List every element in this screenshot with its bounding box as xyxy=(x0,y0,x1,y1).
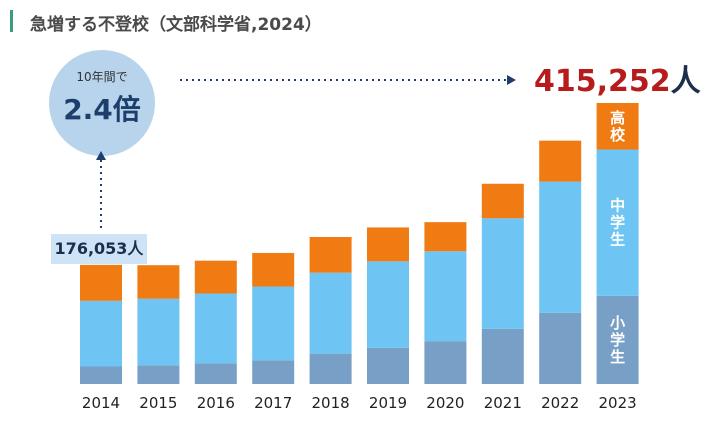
bar-elementary-2014 xyxy=(80,366,122,384)
bar-elementary-2022 xyxy=(539,312,582,384)
series-label-junior_high: 中学生 xyxy=(610,197,625,249)
bar-high_school-2014 xyxy=(80,264,122,301)
bar-high_school-2021 xyxy=(481,183,524,219)
bar-junior_high-2015 xyxy=(137,298,180,366)
bar-junior_high-2022 xyxy=(539,181,582,313)
x-tick-label: 2017 xyxy=(254,394,292,412)
end-total-label: 415,252人 xyxy=(534,56,701,100)
bar-elementary-2020 xyxy=(424,341,467,384)
bar-elementary-2019 xyxy=(367,347,409,384)
bar-elementary-2023 xyxy=(596,295,639,384)
x-tick-label: 2021 xyxy=(484,394,522,412)
x-tick-label: 2019 xyxy=(369,394,407,412)
bar-high_school-2022 xyxy=(539,140,582,182)
growth-value: 2.4倍 xyxy=(63,93,141,126)
bar-elementary-2017 xyxy=(252,360,295,384)
bar-high_school-2015 xyxy=(137,265,180,299)
end-total-unit: 人 xyxy=(670,64,701,99)
chart-title: 急増する不登校（文部科学省,2024） xyxy=(30,15,322,35)
bar-high_school-2023 xyxy=(596,103,639,150)
bar-elementary-2016 xyxy=(194,363,237,384)
x-tick-label: 2023 xyxy=(599,394,637,412)
x-tick-label: 2016 xyxy=(197,394,235,412)
bar-elementary-2018 xyxy=(309,353,352,384)
bar-high_school-2019 xyxy=(367,227,409,262)
arrow-head-up xyxy=(96,151,106,160)
bar-junior_high-2023 xyxy=(596,149,639,296)
bar-junior_high-2014 xyxy=(80,300,122,367)
x-tick-label: 2015 xyxy=(139,394,177,412)
series-label-elementary: 小学生 xyxy=(610,314,625,366)
end-total-number: 415,252 xyxy=(534,64,671,99)
growth-caption: 10年間で xyxy=(76,70,128,84)
growth-bubble: 10年間で 2.4倍 xyxy=(49,50,155,156)
bar-elementary-2021 xyxy=(481,328,524,384)
bar-high_school-2018 xyxy=(309,236,352,273)
bar-high_school-2020 xyxy=(424,222,467,252)
bar-junior_high-2020 xyxy=(424,251,467,342)
start-total-label: 176,053人 xyxy=(51,234,147,264)
bar-junior_high-2016 xyxy=(194,293,237,364)
x-tick-label: 2022 xyxy=(541,394,579,412)
title-accent-bar xyxy=(10,10,13,32)
bar-junior_high-2021 xyxy=(481,218,524,329)
arrow-head-right xyxy=(507,75,516,85)
bar-junior_high-2019 xyxy=(367,261,409,348)
x-tick-label: 2018 xyxy=(312,394,350,412)
x-tick-label: 2020 xyxy=(426,394,464,412)
bar-junior_high-2018 xyxy=(309,272,352,354)
bar-high_school-2017 xyxy=(252,252,295,287)
bar-high_school-2016 xyxy=(194,260,237,294)
bar-junior_high-2017 xyxy=(252,286,295,361)
series-label-high_school: 高校 xyxy=(610,109,626,144)
bar-elementary-2015 xyxy=(137,365,180,384)
x-tick-label: 2014 xyxy=(82,394,120,412)
